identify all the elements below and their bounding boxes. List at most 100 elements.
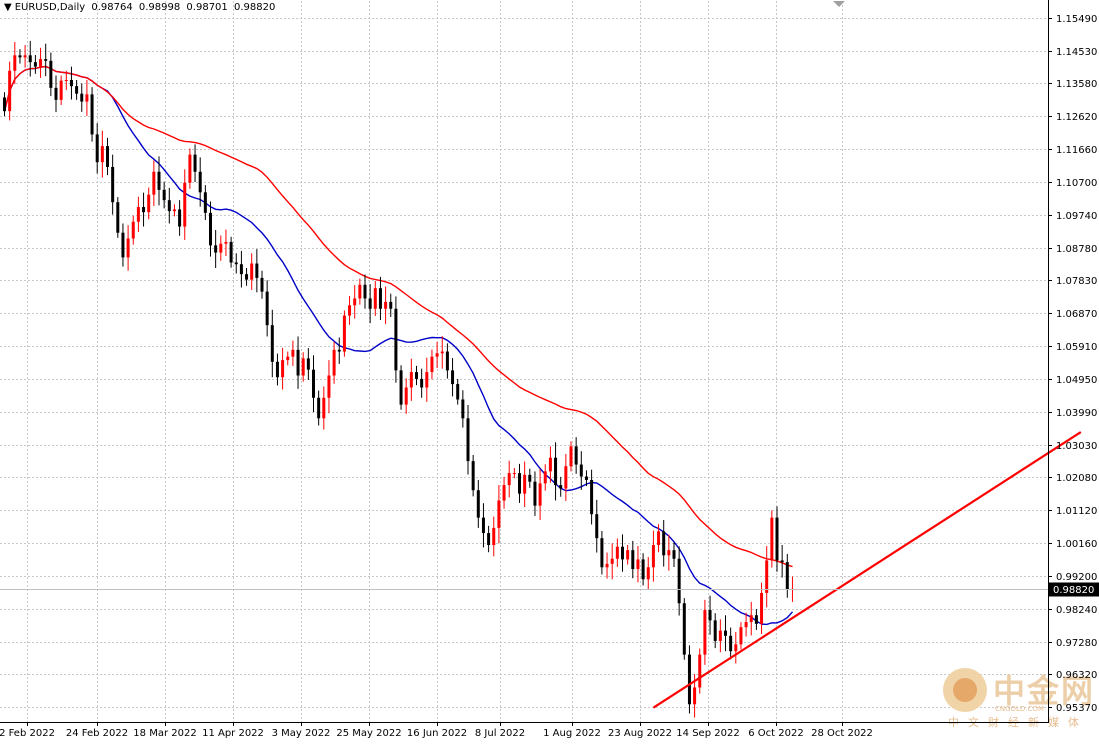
candle-body: [667, 550, 671, 556]
price-tick-label: 1.10700: [1056, 178, 1097, 189]
candle-body: [507, 473, 511, 486]
price-tick-label: 1.06870: [1056, 309, 1097, 320]
candle-body: [497, 500, 501, 528]
current-price-tag: [1049, 582, 1099, 597]
candle-body: [749, 615, 753, 623]
candle-body: [615, 546, 619, 559]
candle-body: [451, 370, 455, 385]
candle-body: [353, 298, 357, 306]
candle-body: [162, 189, 166, 201]
trendline[interactable]: [652, 431, 1082, 709]
candle-body: [348, 305, 352, 316]
time-tick-label: 28 Oct 2022: [811, 728, 873, 739]
candle-body: [543, 471, 547, 484]
ma-slow-line: [3, 65, 793, 568]
candle-body: [512, 473, 516, 475]
candle-body: [610, 558, 614, 564]
candle-body: [358, 284, 362, 299]
candle-body: [538, 483, 542, 506]
candle-body: [286, 356, 290, 361]
candle-body: [590, 479, 594, 515]
candle-body: [121, 232, 125, 258]
candle-body: [657, 531, 661, 546]
candle-body: [368, 298, 372, 309]
candle-body: [708, 610, 712, 621]
candle-body: [18, 55, 22, 58]
candle-body: [322, 397, 326, 419]
candle-body: [775, 517, 779, 561]
candle-body: [281, 360, 285, 378]
watermark-domain: CNGOLD.COM: [995, 705, 1044, 713]
candle-body: [142, 207, 146, 213]
header-close: 0.98820: [233, 2, 276, 13]
candle-body: [44, 59, 48, 61]
candle-body: [111, 166, 115, 203]
candle-body: [466, 418, 470, 462]
candle-body: [569, 446, 573, 467]
candle-body: [373, 288, 377, 309]
candle-body: [621, 546, 624, 560]
candle-body: [33, 62, 37, 67]
candle-body: [415, 372, 418, 379]
candle-body: [167, 200, 171, 212]
price-tick-label: 1.12620: [1056, 112, 1097, 123]
candle-body: [28, 55, 32, 63]
candle-body: [152, 171, 156, 195]
candle-body: [785, 562, 789, 590]
header-dropdown-icon[interactable]: ▼: [4, 2, 12, 13]
price-tick-label: 1.00160: [1056, 539, 1097, 550]
moving-averages: [3, 65, 794, 626]
candle-body: [131, 221, 135, 239]
candle-body: [399, 370, 403, 405]
header-high: 0.98998: [138, 2, 181, 13]
candle-body: [317, 397, 321, 419]
candle-body: [69, 79, 73, 87]
candle-body: [404, 387, 408, 405]
candle-body: [193, 154, 197, 172]
header-symbol: EURUSD,Daily: [14, 2, 86, 13]
candle-body: [651, 545, 655, 568]
candle-body: [425, 372, 429, 388]
price-tick-label: 1.08780: [1056, 244, 1097, 255]
time-tick-label: 23 Aug 2022: [608, 728, 672, 739]
candle-body: [646, 567, 650, 580]
candle-body: [636, 559, 640, 569]
candle-body: [301, 358, 305, 376]
candle-body: [245, 274, 249, 280]
candle-body: [430, 356, 434, 373]
candle-body: [188, 154, 192, 183]
current-price-label: 0.98820: [1053, 585, 1094, 596]
candle-body: [770, 517, 774, 561]
candle-body: [729, 635, 733, 652]
trendline-support: [652, 431, 1082, 709]
candle-body: [198, 171, 202, 193]
chart-shift-marker-icon[interactable]: [833, 1, 845, 7]
candle-body: [337, 349, 341, 352]
candle-body: [754, 615, 758, 624]
price-tick-label: 1.13580: [1056, 79, 1097, 90]
candle-body: [584, 476, 588, 480]
candle-body: [384, 301, 388, 309]
candle-body: [265, 291, 269, 326]
candle-body: [600, 538, 604, 568]
candle-body: [342, 315, 346, 352]
candle-body: [518, 473, 521, 494]
candle-body: [502, 485, 506, 501]
candle-body: [672, 550, 676, 559]
candle-body: [95, 134, 99, 163]
candle-body: [54, 87, 58, 100]
price-tick-label: 1.07830: [1056, 276, 1097, 287]
candle-body: [239, 264, 243, 275]
candle-body: [445, 351, 449, 371]
candle-body: [662, 531, 666, 556]
candle-body: [687, 654, 691, 705]
candle-body: [631, 550, 635, 569]
price-tick-label: 0.97280: [1056, 638, 1097, 649]
candle-body: [172, 209, 176, 212]
candle-body: [734, 644, 738, 652]
time-tick-label: 18 Mar 2022: [133, 728, 196, 739]
candle-body: [760, 592, 764, 624]
candle-body: [492, 527, 496, 546]
